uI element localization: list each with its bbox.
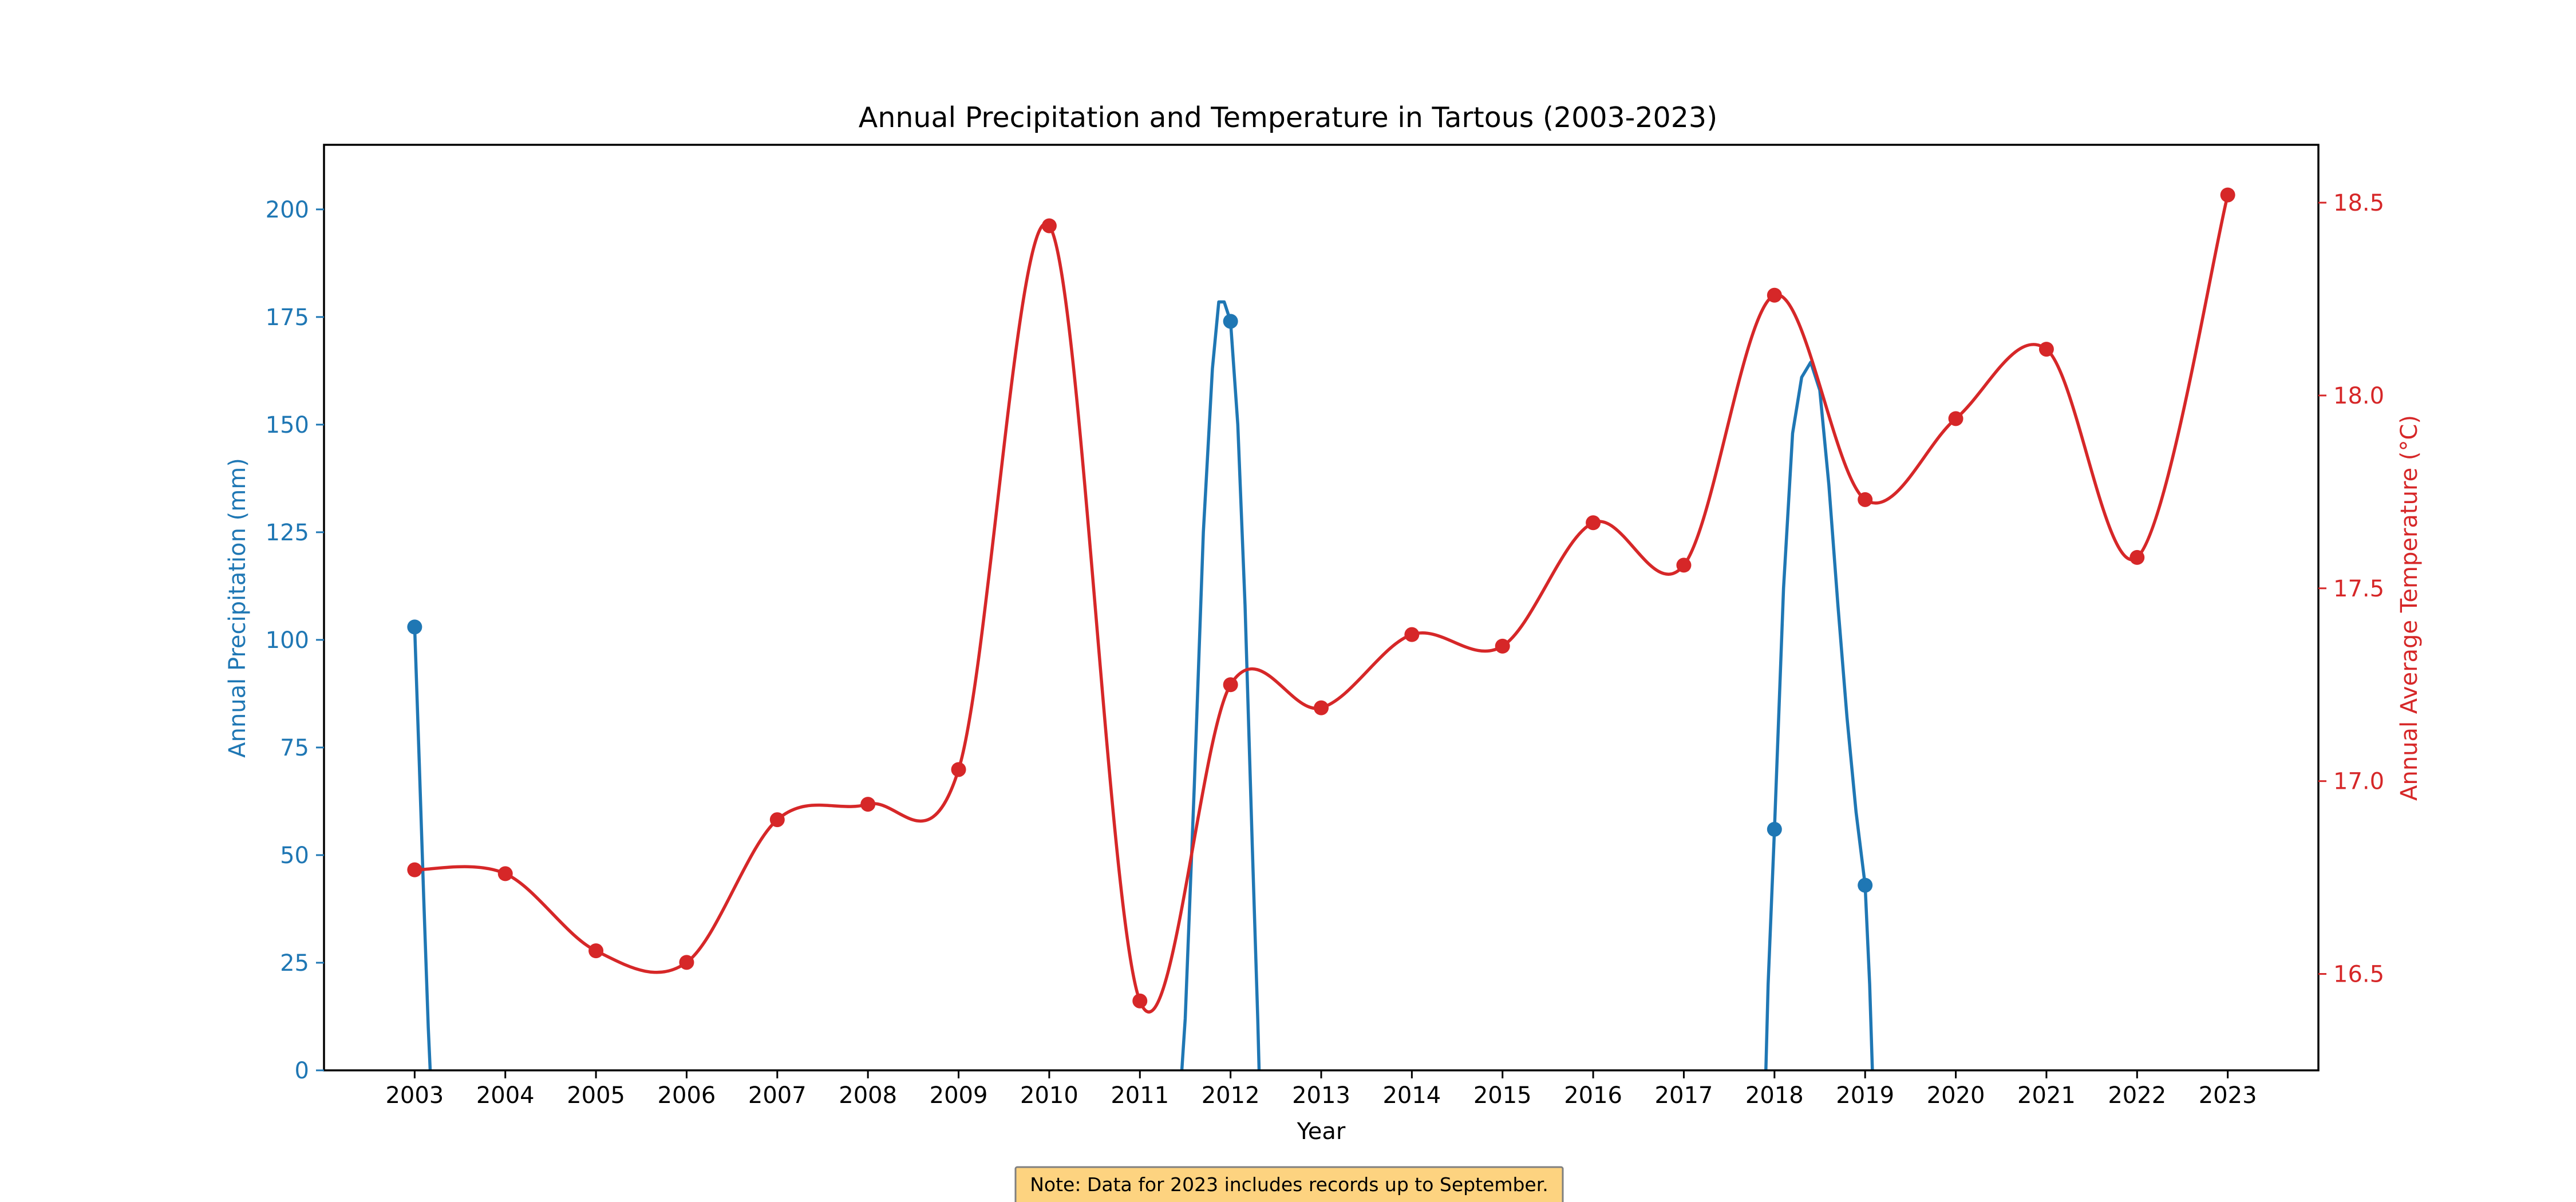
left-tick-label: 125 — [266, 520, 309, 546]
temperature-point — [679, 955, 694, 970]
temperature-point — [1223, 677, 1238, 693]
left-tick-label: 50 — [280, 843, 309, 869]
temperature-point — [1767, 287, 1782, 303]
precipitation-point — [407, 619, 422, 635]
temperature-point — [860, 797, 876, 812]
temperature-line-group — [414, 194, 2230, 1014]
right-tick-label: 17.5 — [2333, 576, 2384, 602]
temperature-point — [951, 762, 966, 777]
left-tick-label: 100 — [266, 627, 309, 654]
temperature-point — [1041, 218, 1057, 234]
x-tick-label: 2018 — [1745, 1082, 1804, 1109]
temperature-points-group — [407, 187, 2235, 1009]
precipitation-line-group — [413, 300, 1874, 1070]
x-tick-label: 2023 — [2199, 1082, 2257, 1109]
x-tick-label: 2005 — [567, 1082, 625, 1109]
temperature-point — [497, 866, 513, 881]
right-tick-label: 17.0 — [2333, 769, 2384, 795]
x-tick-label: 2004 — [476, 1082, 535, 1109]
right-axis-label: Annual Average Temperature (°C) — [2396, 415, 2423, 801]
x-tick-label: 2003 — [385, 1082, 444, 1109]
left-tick-label: 75 — [280, 735, 309, 761]
x-tick-label: 2017 — [1655, 1082, 1713, 1109]
x-tick-label: 2021 — [2017, 1082, 2076, 1109]
right-tick-label: 18.0 — [2333, 383, 2384, 409]
x-tick-label: 2022 — [2108, 1082, 2166, 1109]
left-tick-label: 150 — [266, 412, 309, 438]
precipitation-point — [1223, 314, 1238, 329]
temperature-point — [2129, 549, 2145, 565]
temperature-point — [1132, 993, 1148, 1009]
temperature-point — [1404, 627, 1420, 642]
temperature-point — [2220, 187, 2235, 203]
temperature-point — [2038, 342, 2054, 357]
temperature-line — [414, 194, 2230, 1014]
right-axis-ticks: 16.5 17.0 17.5 18.0 18.5 — [2318, 190, 2384, 988]
temperature-point — [588, 943, 604, 959]
left-tick-label: 175 — [266, 305, 309, 331]
x-tick-label: 2006 — [658, 1082, 716, 1109]
precipitation-line — [413, 300, 1874, 1070]
x-tick-label: 2014 — [1382, 1082, 1441, 1109]
x-tick-label: 2009 — [930, 1082, 988, 1109]
precipitation-point — [1767, 821, 1782, 837]
left-tick-label: 25 — [280, 950, 309, 976]
temperature-point — [1586, 515, 1601, 531]
x-tick-label: 2010 — [1020, 1082, 1078, 1109]
right-tick-label: 16.5 — [2333, 962, 2384, 988]
temperature-point — [1314, 700, 1329, 715]
plot-frame — [323, 144, 2320, 1071]
x-tick-label: 2013 — [1292, 1082, 1350, 1109]
left-tick-label: 200 — [266, 197, 309, 223]
x-tick-label: 2019 — [1836, 1082, 1894, 1109]
x-axis-ticks: 2003 2004 2005 2006 2007 2008 2009 2010 2011 2012… — [385, 1070, 2257, 1109]
precipitation-point — [1858, 877, 1873, 893]
temperature-point — [1495, 638, 1510, 654]
x-tick-label: 2011 — [1111, 1082, 1169, 1109]
x-axis-label: Year — [1297, 1118, 1346, 1145]
x-tick-label: 2015 — [1473, 1082, 1532, 1109]
left-tick-label: 0 — [295, 1058, 309, 1084]
precipitation-points-group — [407, 314, 1873, 893]
left-axis-ticks: 0 25 50 75 100 125 150 175 200 — [266, 197, 324, 1084]
x-tick-label: 2016 — [1564, 1082, 1622, 1109]
right-tick-label: 18.5 — [2333, 190, 2384, 216]
x-tick-label: 2007 — [748, 1082, 807, 1109]
x-tick-label: 2020 — [1927, 1082, 1985, 1109]
note-box — [1014, 1166, 1564, 1202]
note-text: Note: Data for 2023 includes records up … — [1030, 1173, 1548, 1196]
x-tick-label: 2008 — [839, 1082, 897, 1109]
left-axis-label: Annual Precipitation (mm) — [224, 458, 251, 758]
temperature-point — [1948, 411, 1963, 426]
temperature-point — [1858, 492, 1873, 507]
chart-title: Annual Precipitation and Temperature in … — [859, 101, 1717, 134]
temperature-point — [1676, 557, 1692, 573]
temperature-point — [769, 812, 785, 828]
x-tick-label: 2012 — [1202, 1082, 1260, 1109]
temperature-point — [407, 862, 422, 877]
